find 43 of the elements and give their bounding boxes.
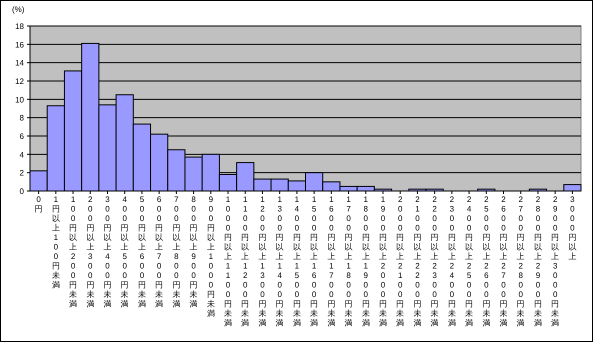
y-tick-label: 10 <box>15 95 25 104</box>
category-label: 2000円以上2100円未満 <box>396 195 404 328</box>
category-label: 2500円以上2600円未満 <box>482 195 490 328</box>
y-tick-label: 6 <box>20 132 25 141</box>
y-tick-label: 0 <box>20 187 25 196</box>
category-label: 2600円以上2700円未満 <box>500 195 508 328</box>
category-label: 1100円以上1200円未満 <box>241 195 250 328</box>
x-tick-label: 3000円以上 <box>568 195 576 261</box>
y-axis-title: (%) <box>12 5 25 14</box>
category-label: 1800円以上1900円未満 <box>362 195 370 328</box>
category-label: 400円以上500円未満 <box>120 195 129 308</box>
category-label: 800円以上900円未満 <box>190 195 198 308</box>
category-label: 1600円以上1700円未満 <box>327 195 336 328</box>
category-label: 600円以上700円未満 <box>155 195 164 308</box>
y-tick-label: 16 <box>15 40 25 50</box>
category-label: 1900円以上2000円未満 <box>378 195 387 328</box>
y-tick-label: 12 <box>15 77 25 86</box>
category-label: 1300円以上1400円未満 <box>276 195 284 328</box>
category-label: 1700円以上1800円未満 <box>344 195 353 328</box>
category-label: 2200円以上2300円未満 <box>430 195 439 328</box>
category-label: 700円以上800円未満 <box>172 195 180 308</box>
category-label: 2400円以上2500円未満 <box>465 195 474 328</box>
category-label: 2100円以上2200円未満 <box>413 195 422 328</box>
x-tick-label: 0円 <box>34 195 43 214</box>
category-label: 2700円以上2800円未満 <box>516 195 525 328</box>
y-tick-label: 14 <box>15 58 25 68</box>
category-label: 900円以上1000円未満 <box>206 195 215 318</box>
category-label: 1500円以上1600円未満 <box>310 195 318 328</box>
category-label: 2300円以上2400円未満 <box>448 195 456 328</box>
y-tick-label: 8 <box>20 114 25 123</box>
category-label: 100円以上200円未満 <box>69 195 78 308</box>
category-label: 2900円以上3000円未満 <box>551 195 560 328</box>
category-label: 500円以上600円未満 <box>138 195 146 308</box>
y-tick-label: 18 <box>15 22 25 31</box>
category-label: 200円以上300円未満 <box>86 195 94 308</box>
category-label: 2800円以上2900円未満 <box>534 195 542 328</box>
category-label: 1200円以上1300円未満 <box>258 195 266 328</box>
y-tick-label: 4 <box>20 150 25 160</box>
category-label: 1000円以上1100円未満 <box>224 195 232 328</box>
category-label: 300円以上400円未満 <box>103 195 112 308</box>
category-label: 1400円以上1500円未満 <box>292 195 301 328</box>
category-label: 1円以上100円未満 <box>52 195 60 290</box>
y-tick-label: 2 <box>20 168 25 178</box>
